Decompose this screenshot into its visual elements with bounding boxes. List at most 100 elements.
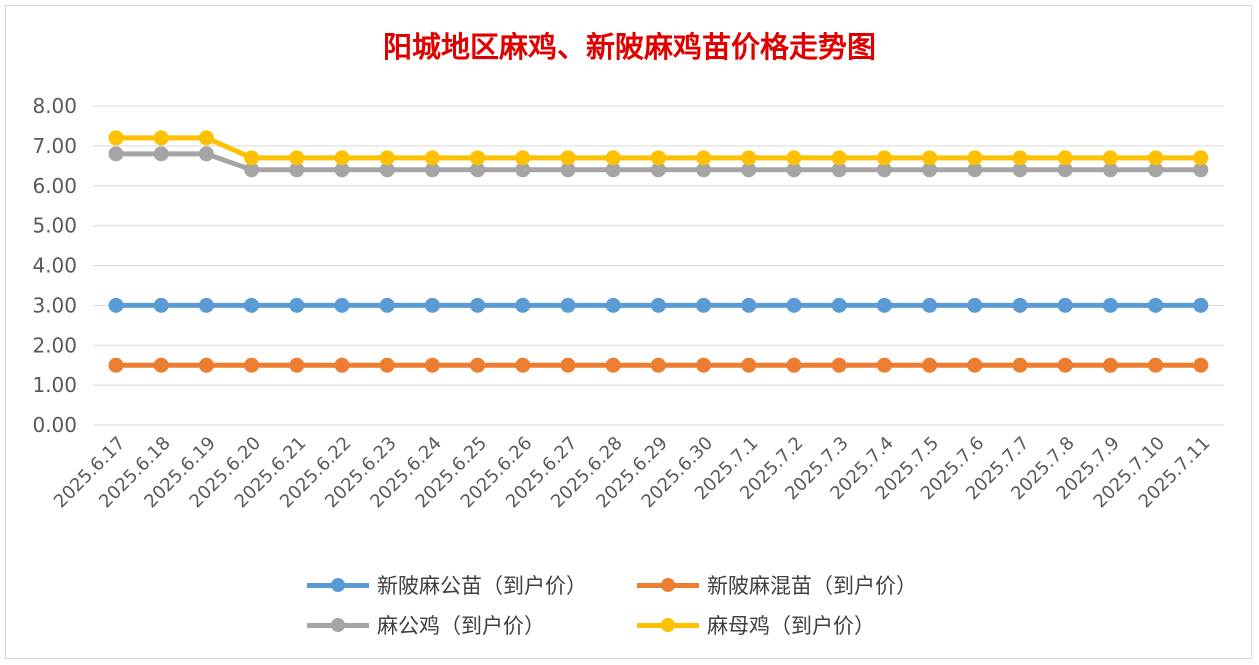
legend-dot-2: [661, 578, 675, 592]
legend-swatch-1: [307, 576, 369, 594]
data-point: [244, 162, 260, 178]
y-axis-ticks: 0.00 1.00 2.00 3.00 4.00 5.00 6.00 7.00 8.00: [32, 94, 77, 437]
data-point: [696, 162, 712, 178]
legend-label-1: 新陂麻公苗（到户价）: [377, 574, 587, 598]
legend-item-4: 麻母鸡（到户价）: [637, 610, 875, 640]
legend-item-2: 新陂麻混苗（到户价）: [637, 570, 917, 600]
data-point: [198, 130, 214, 146]
data-point: [424, 357, 440, 373]
data-point: [470, 357, 486, 373]
data-point: [244, 297, 260, 313]
legend-swatch-3: [307, 616, 369, 634]
data-point: [153, 130, 169, 146]
data-point: [967, 297, 983, 313]
data-point: [470, 297, 486, 313]
data-point: [967, 162, 983, 178]
series-group: [108, 130, 1209, 373]
data-point: [967, 357, 983, 373]
y-tick-label: 4.00: [32, 254, 77, 278]
data-point: [289, 357, 305, 373]
data-point: [605, 297, 621, 313]
data-point: [334, 297, 350, 313]
data-point: [1193, 297, 1209, 313]
data-point: [831, 297, 847, 313]
data-point: [1012, 357, 1028, 373]
y-tick-label: 3.00: [32, 293, 77, 317]
data-point: [831, 150, 847, 166]
data-point: [605, 162, 621, 178]
y-tick-label: 7.00: [32, 134, 77, 158]
data-point: [650, 162, 666, 178]
data-point: [1102, 162, 1118, 178]
data-point: [198, 146, 214, 162]
data-point: [922, 162, 938, 178]
data-point: [650, 357, 666, 373]
data-point: [153, 146, 169, 162]
data-point: [1057, 150, 1073, 166]
data-point: [696, 297, 712, 313]
data-point: [560, 150, 576, 166]
data-point: [922, 150, 938, 166]
data-point: [379, 297, 395, 313]
data-point: [1148, 150, 1164, 166]
data-point: [1012, 162, 1028, 178]
data-point: [108, 146, 124, 162]
data-point: [515, 297, 531, 313]
y-tick-label: 2.00: [32, 333, 77, 357]
data-point: [650, 297, 666, 313]
data-point: [696, 150, 712, 166]
series-4: [108, 130, 1209, 166]
legend-dot-3: [331, 618, 345, 632]
series-2: [108, 357, 1209, 373]
data-point: [922, 297, 938, 313]
data-point: [334, 357, 350, 373]
data-point: [515, 357, 531, 373]
data-point: [1148, 162, 1164, 178]
data-point: [967, 150, 983, 166]
y-tick-label: 5.00: [32, 214, 77, 238]
data-point: [1102, 297, 1118, 313]
data-point: [831, 162, 847, 178]
series-3: [108, 146, 1209, 178]
data-point: [876, 297, 892, 313]
data-point: [1148, 357, 1164, 373]
data-point: [198, 357, 214, 373]
legend-dot-1: [331, 578, 345, 592]
data-point: [741, 162, 757, 178]
data-point: [108, 357, 124, 373]
data-point: [470, 162, 486, 178]
y-tick-label: 0.00: [32, 413, 77, 437]
x-axis-ticks: 2025.6.172025.6.182025.6.192025.6.202025…: [50, 433, 1214, 513]
legend-swatch-2: [637, 576, 699, 594]
data-point: [108, 130, 124, 146]
data-point: [831, 357, 847, 373]
data-point: [1193, 357, 1209, 373]
data-point: [289, 297, 305, 313]
data-point: [741, 150, 757, 166]
data-point: [153, 297, 169, 313]
data-point: [876, 357, 892, 373]
data-point: [876, 162, 892, 178]
y-tick-label: 8.00: [32, 94, 77, 118]
legend-item-3: 麻公鸡（到户价）: [307, 610, 545, 640]
data-point: [244, 357, 260, 373]
y-tick-label: 6.00: [32, 174, 77, 198]
data-point: [334, 162, 350, 178]
data-point: [244, 150, 260, 166]
legend-label-3: 麻公鸡（到户价）: [377, 614, 545, 638]
chart-title: 阳城地区麻鸡、新陂麻鸡苗价格走势图: [382, 30, 876, 64]
data-point: [696, 357, 712, 373]
data-point: [650, 150, 666, 166]
data-point: [379, 162, 395, 178]
data-point: [198, 297, 214, 313]
data-point: [876, 150, 892, 166]
data-point: [1012, 297, 1028, 313]
data-point: [153, 357, 169, 373]
data-point: [379, 357, 395, 373]
data-point: [108, 297, 124, 313]
legend-swatch-4: [637, 616, 699, 634]
data-point: [786, 162, 802, 178]
data-point: [424, 150, 440, 166]
data-point: [786, 150, 802, 166]
